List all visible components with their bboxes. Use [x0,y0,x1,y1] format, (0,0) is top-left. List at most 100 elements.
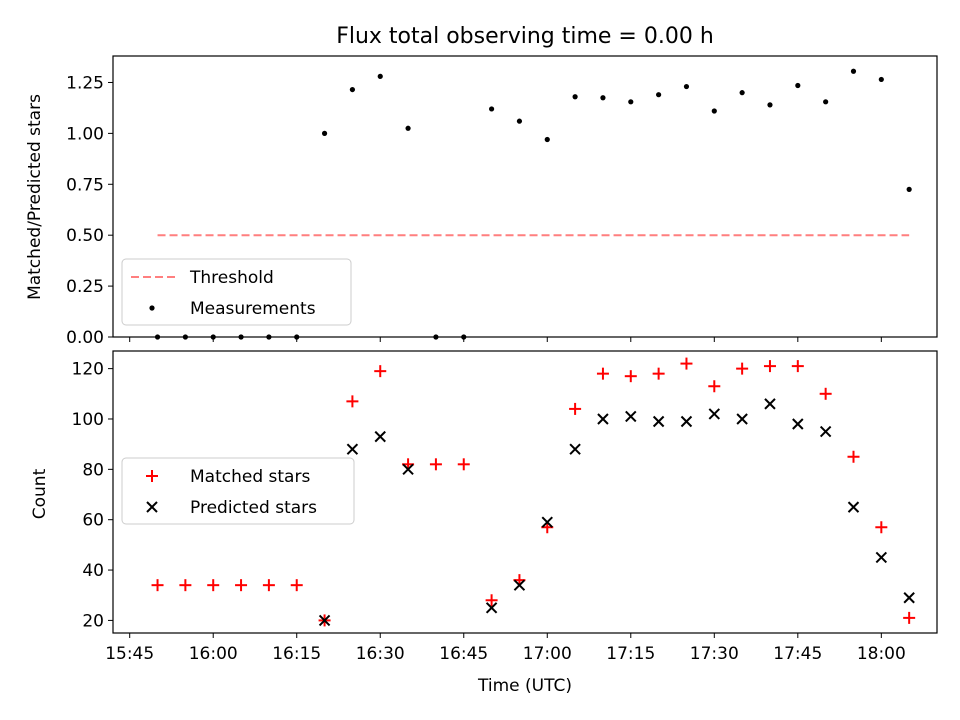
predicted-star-mark-b [680,415,693,428]
measurement-point [516,118,523,124]
matched-star-point [457,458,470,471]
x-tick-label: 17:15 [606,644,655,664]
matched-star-point [179,579,192,592]
matched-star-point [374,365,387,378]
predicted-star-point [792,418,804,430]
top-y-tick-label: 0.50 [66,226,104,246]
measurement-point [767,102,773,108]
matched-star-point [151,579,164,592]
predicted-star-mark-b [402,463,414,476]
bottom-y-tick-label: 120 [72,360,104,380]
bottom-y-tick-label: 40 [82,561,104,581]
matched-star-point [596,367,609,380]
predicted-star-mark-b [847,501,860,513]
measurement-point [795,82,801,89]
x-tick-label: 17:30 [690,644,739,664]
predicted-star-mark-b [736,413,748,425]
predicted-star-point [819,425,832,438]
top-y-tick-label: 0.25 [66,277,104,297]
top-plot: 0.00 0.25 0.50 0.75 1.00 1.25 [66,68,912,348]
measurement-point [850,68,857,74]
predicted-star-point [541,516,553,528]
bottom-legend-box [121,457,355,525]
top-y-tick-label: 1.00 [66,124,104,144]
measurement-point [906,186,912,192]
measurement-point [488,106,495,112]
x-tick-label: 16:15 [272,644,321,664]
top-y-tick-label: 0.00 [66,328,104,348]
measurement-point [656,92,662,98]
top-legend-box [121,258,352,326]
predicted-star-mark-b [485,602,498,614]
x-tick-label: 18:00 [857,644,906,664]
measurement-point [683,83,690,90]
predicted-star-point [318,614,331,627]
predicted-star-point [346,443,359,455]
predicted-star-mark-b [318,614,331,627]
bottom-legend: Matched stars Predicted stars [121,457,355,525]
predicted-star-mark-b [569,443,581,455]
predicted-star-point [625,410,637,423]
matched-star-point [819,387,832,400]
bottom-y-tick-label: 100 [72,410,104,430]
matched-star-point [346,395,359,408]
bottom-y-tick-label: 60 [82,511,104,531]
chart-title: Flux total observing time = 0.00 h [336,24,714,49]
predicted-star-mark-b [708,408,721,420]
predicted-legend-swatch [146,501,158,513]
matched-legend-swatch [146,470,158,482]
matched-star-point [763,360,776,373]
predicted-star-mark-b [374,430,386,443]
predicted-star-point [597,413,609,425]
predicted-star-mark-b [513,579,526,591]
predicted-star-mark-b [625,410,637,423]
top-y-tick-label: 0.75 [66,175,104,195]
predicted-legend-label: Predicted stars [190,498,317,518]
x-axis-label: Time (UTC) [477,676,572,696]
bottom-y-axis-label: Count [30,468,50,519]
predicted-star-mark-b [764,398,776,410]
predicted-star-point [402,463,414,476]
predicted-star-point [569,443,581,455]
matched-star-point [791,360,804,373]
bottom-plot: 20 40 60 80 100 120 15:45 16:00 16:15 16:30 16:45 1… [72,357,916,664]
predicted-star-point [374,430,386,443]
x-tick-label: 16:00 [189,644,238,664]
matched-star-point [847,450,860,463]
threshold-legend-label: Threshold [189,268,274,288]
predicted-star-mark-b [875,551,888,564]
predicted-star-mark-b [903,592,915,604]
measurements-legend-swatch [149,305,155,311]
bottom-y-tick-label: 20 [82,611,104,631]
x-tick-label: 16:45 [439,644,488,664]
measurement-point [544,136,550,143]
matched-legend-label: Matched stars [190,467,310,487]
predicted-star-point [903,592,915,604]
top-y-tick-label: 1.25 [66,73,104,93]
predicted-star-point [680,415,693,428]
predicted-star-mark-b [652,415,665,428]
predicted-star-mark-b [819,425,832,438]
x-tick-label: 17:45 [773,644,822,664]
measurement-point [711,108,717,114]
measurements-legend-label: Measurements [190,299,316,319]
top-plot-frame [112,55,938,338]
predicted-star-point [708,408,721,420]
predicted-star-point [513,579,526,591]
measurement-point [739,90,745,96]
measurement-point [600,95,606,101]
predicted-star-point [652,415,665,428]
predicted-star-point [875,551,888,564]
predicted-star-mark-b [597,413,609,425]
predicted-star-point [764,398,776,410]
predicted-star-mark-b [346,443,359,455]
measurement-point [823,99,829,105]
matched-star-point [903,611,916,624]
matched-star-point [875,521,888,534]
predicted-star-point [847,501,860,513]
matched-star-point [262,579,275,592]
matched-star-point [207,579,220,592]
bottom-plot-frame [112,350,938,634]
predicted-star-point [736,413,748,425]
